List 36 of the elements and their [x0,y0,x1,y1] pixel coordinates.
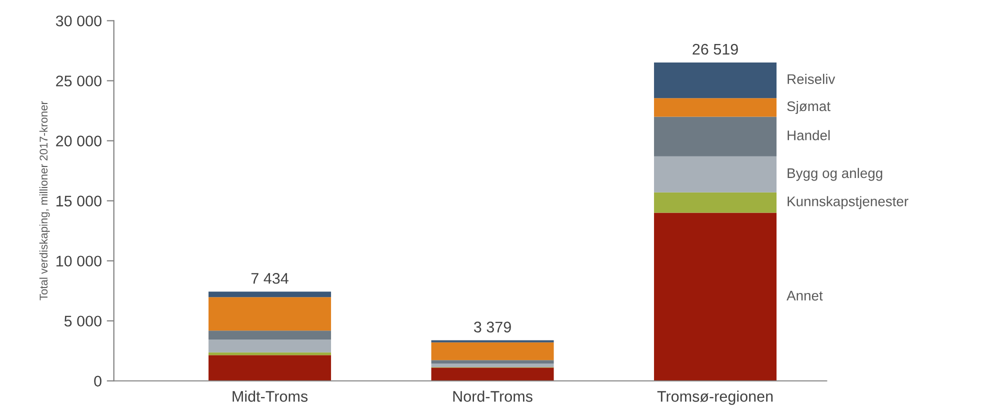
bar [654,62,777,98]
x-tick-label: Midt-Troms [232,390,308,402]
bar [431,368,554,381]
y-tick-label: 10 000 [56,256,102,267]
bar [654,212,777,381]
total-label: 7 434 [251,272,288,284]
series-label: Annet [786,290,823,301]
bar [208,292,332,298]
x-tick-label: Nord-Troms [453,390,532,402]
x-tick-label: Tromsø-regionen [657,390,773,405]
y-tick-label: 5 000 [64,316,102,327]
bar [208,340,332,352]
bar [208,352,332,356]
y-tick-label: 15 000 [56,196,102,206]
bar [654,116,777,156]
total-label: 26 519 [692,44,738,55]
y-tick-label: 25 000 [56,76,102,86]
bar [654,156,777,192]
y-axis-title: Total verdiskaping, millioner 2017-kroner [39,101,50,300]
series-label: Sjømat [787,100,830,114]
bar [208,330,332,340]
bar [431,363,554,368]
bar [654,192,777,213]
total-label: 3 379 [474,322,511,332]
bar [431,342,554,360]
bar [208,297,332,331]
y-tick-label: 0 [94,376,102,387]
bar [654,98,777,117]
series-label: Reiseliv [788,74,836,84]
bar [208,355,332,381]
series-label: Kunnskapstjenester [788,196,908,210]
series-label: Bygg og anlegg [788,168,882,181]
bar [431,360,554,364]
series-label: Handel [788,130,830,140]
y-tick-label: 20 000 [56,136,102,146]
y-tick-label: 30 000 [56,16,102,26]
